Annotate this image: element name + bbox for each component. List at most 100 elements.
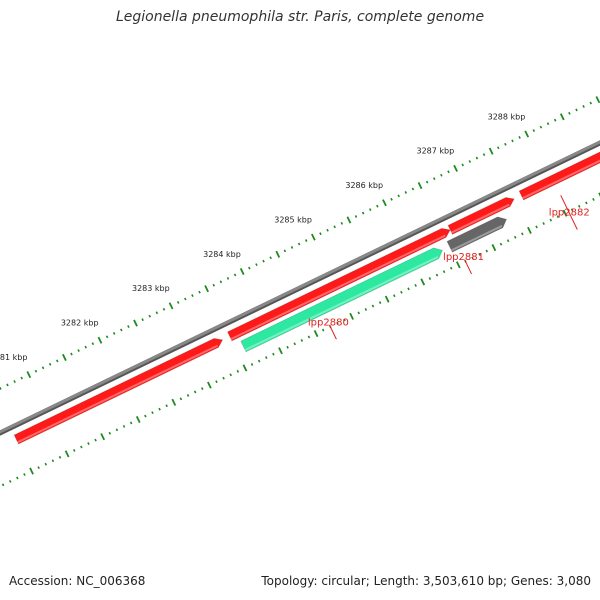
outer-tick (343, 318, 346, 322)
outer-tick (229, 373, 232, 377)
outer-tick (378, 301, 382, 305)
inner-tick (255, 263, 258, 267)
inner-tick (497, 146, 500, 150)
outer-tick (100, 433, 106, 441)
inner-tick (26, 371, 32, 379)
outer-tick (23, 473, 26, 476)
outer-tick (29, 467, 34, 475)
outer-tick (16, 476, 19, 480)
outer-tick (506, 239, 510, 243)
inner-tick (340, 221, 344, 225)
inner-tick (346, 216, 352, 224)
inner-tick (248, 266, 251, 270)
inner-tick (226, 276, 230, 280)
outer-tick (400, 290, 403, 294)
inner-tick (20, 376, 23, 380)
inner-tick (539, 125, 543, 129)
scale-label: 3281 kbp (0, 353, 27, 362)
outer-tick (129, 421, 133, 425)
outer-tick (80, 445, 83, 449)
inner-tick (482, 153, 486, 157)
outer-tick (435, 273, 439, 277)
inner-tick (440, 173, 443, 177)
backbone-group (0, 140, 600, 436)
inner-tick (77, 349, 80, 353)
outer-tick (215, 380, 218, 384)
gene-arrow (518, 151, 600, 201)
inner-tick (297, 242, 301, 246)
inner-tick (319, 232, 322, 236)
outer-tick (592, 198, 595, 201)
outer-tick (293, 342, 296, 346)
inner-tick (56, 359, 59, 363)
inner-tick (84, 345, 87, 349)
gene-highlight (522, 159, 600, 200)
backbone-line (0, 140, 600, 434)
inner-tick (595, 96, 600, 104)
scale-label: 3285 kbp (274, 215, 312, 224)
inner-tick (233, 273, 237, 277)
gene-labels: lpp2880 lpp2881 lpp2882 (308, 195, 590, 340)
inner-tick (120, 328, 123, 332)
gene-label-leader (560, 195, 578, 230)
inner-tick (382, 199, 387, 207)
scale-label: 3286 kbp (345, 181, 383, 190)
outer-tick (300, 338, 304, 342)
outer-tick (122, 424, 126, 428)
outer-tick (313, 330, 319, 338)
inner-tick (239, 267, 245, 276)
outer-tick (349, 312, 354, 320)
outer-tick (171, 398, 177, 406)
inner-tick (475, 156, 479, 160)
inner-tick (304, 239, 308, 242)
gene-arrow (226, 227, 451, 342)
gene-highlight (451, 203, 510, 234)
gene-label: lpp2880 (308, 317, 349, 328)
inner-tick (447, 170, 450, 174)
outer-tick (193, 390, 197, 394)
outer-tick (556, 215, 560, 219)
tick-marks (0, 96, 600, 487)
inner-tick (0, 386, 2, 390)
gene-highlight (230, 234, 446, 341)
inner-tick (582, 105, 585, 108)
scale-labels: 3281 kbp 3282 kbp 3283 kbp 3284 kbp 3285 kbp… (0, 112, 525, 362)
outer-tick (87, 442, 90, 445)
inner-tick (504, 142, 507, 146)
outer-tick (471, 256, 474, 260)
inner-tick (518, 136, 521, 139)
outer-tick (570, 208, 574, 212)
outer-tick (58, 455, 62, 459)
inner-tick (184, 297, 187, 301)
inner-tick (176, 301, 180, 304)
outer-tick (442, 270, 446, 274)
outer-tick (151, 411, 154, 415)
inner-tick (162, 307, 166, 311)
outer-tick (158, 407, 161, 411)
inner-tick (511, 139, 514, 143)
inner-tick (532, 129, 536, 132)
outer-tick (108, 431, 112, 435)
inner-tick (404, 191, 408, 194)
inner-tick (461, 163, 464, 167)
scale-label: 3283 kbp (132, 284, 170, 293)
outer-tick (265, 356, 268, 360)
inner-tick (219, 280, 223, 284)
outer-tick (44, 462, 48, 466)
inner-tick (453, 164, 458, 172)
outer-tick (51, 459, 55, 463)
inner-tick (13, 380, 16, 383)
inner-tick (168, 302, 174, 310)
inner-tick (6, 383, 9, 387)
outer-tick (236, 369, 240, 373)
gene-arrow (13, 337, 224, 445)
outer-tick (407, 287, 410, 291)
inner-tick (212, 283, 216, 287)
inner-tick (397, 194, 400, 198)
outer-tick (491, 244, 497, 252)
inner-tick (468, 160, 472, 163)
outer-tick (207, 381, 212, 389)
inner-tick (133, 319, 138, 327)
outer-tick (321, 328, 325, 332)
